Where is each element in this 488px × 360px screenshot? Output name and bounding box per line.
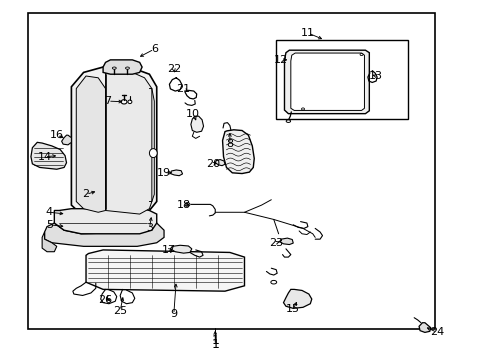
Polygon shape bbox=[61, 135, 71, 145]
Text: 22: 22 bbox=[166, 64, 181, 74]
Text: 14: 14 bbox=[38, 152, 52, 162]
Polygon shape bbox=[279, 238, 293, 244]
Bar bbox=[276, 40, 407, 119]
Text: 24: 24 bbox=[429, 327, 443, 337]
Ellipse shape bbox=[128, 100, 132, 104]
Text: 1: 1 bbox=[211, 334, 219, 347]
Text: 5: 5 bbox=[46, 220, 53, 230]
Polygon shape bbox=[215, 159, 224, 166]
Polygon shape bbox=[290, 53, 364, 111]
Polygon shape bbox=[76, 76, 105, 212]
Text: 18: 18 bbox=[176, 200, 190, 210]
Text: 13: 13 bbox=[368, 71, 383, 81]
Ellipse shape bbox=[112, 67, 116, 69]
Text: 3: 3 bbox=[145, 224, 153, 233]
Text: 11: 11 bbox=[300, 28, 314, 38]
Text: 9: 9 bbox=[170, 310, 177, 319]
Ellipse shape bbox=[359, 53, 362, 55]
Ellipse shape bbox=[285, 120, 290, 122]
Ellipse shape bbox=[121, 100, 127, 104]
Text: 21: 21 bbox=[176, 84, 190, 94]
Polygon shape bbox=[54, 209, 157, 234]
Text: 25: 25 bbox=[113, 306, 127, 316]
Text: 1: 1 bbox=[211, 338, 219, 351]
Ellipse shape bbox=[184, 203, 189, 206]
Polygon shape bbox=[170, 245, 191, 253]
Text: 8: 8 bbox=[226, 139, 233, 149]
Polygon shape bbox=[86, 250, 244, 291]
Polygon shape bbox=[284, 50, 368, 114]
Polygon shape bbox=[105, 72, 152, 214]
Ellipse shape bbox=[149, 149, 157, 158]
Text: 19: 19 bbox=[157, 168, 171, 178]
Text: 26: 26 bbox=[98, 295, 112, 305]
Ellipse shape bbox=[270, 280, 276, 284]
Ellipse shape bbox=[301, 108, 304, 110]
Text: 7: 7 bbox=[104, 96, 111, 106]
Polygon shape bbox=[44, 223, 163, 246]
Text: 17: 17 bbox=[162, 245, 176, 255]
Text: 16: 16 bbox=[50, 130, 63, 140]
Text: 4: 4 bbox=[46, 207, 53, 217]
Polygon shape bbox=[222, 130, 254, 174]
Polygon shape bbox=[190, 116, 203, 132]
Ellipse shape bbox=[125, 67, 129, 69]
Polygon shape bbox=[283, 289, 311, 309]
Text: 12: 12 bbox=[273, 55, 287, 65]
Text: 2: 2 bbox=[82, 189, 89, 199]
Polygon shape bbox=[103, 60, 142, 74]
Polygon shape bbox=[42, 232, 57, 252]
Bar bbox=[27, 13, 434, 329]
Text: 10: 10 bbox=[186, 109, 200, 119]
Polygon shape bbox=[418, 323, 430, 332]
Text: 15: 15 bbox=[285, 304, 300, 314]
Polygon shape bbox=[31, 142, 66, 169]
Polygon shape bbox=[71, 67, 157, 218]
Text: 23: 23 bbox=[268, 238, 283, 248]
Polygon shape bbox=[170, 170, 182, 176]
Text: 6: 6 bbox=[150, 44, 158, 54]
Text: 20: 20 bbox=[205, 159, 220, 169]
